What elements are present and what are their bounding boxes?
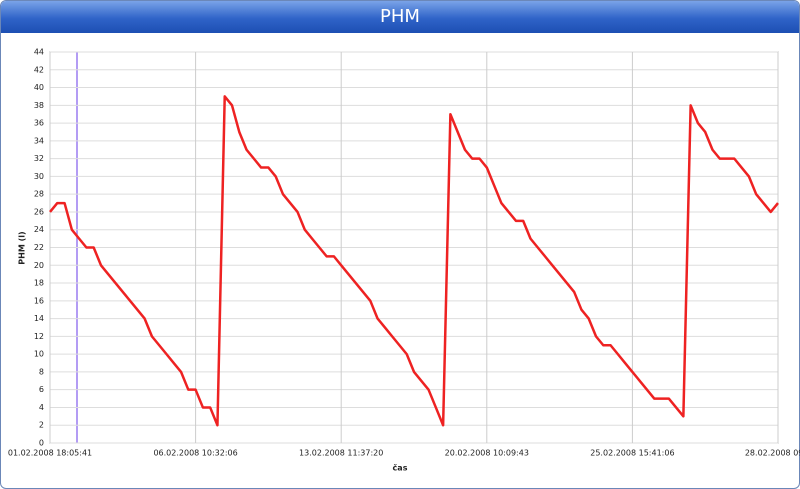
y-tick-label: 10 xyxy=(34,350,44,359)
y-tick-label: 32 xyxy=(34,154,44,163)
y-tick-label: 0 xyxy=(39,439,44,448)
x-tick-label: 13.02.2008 11:37:20 xyxy=(299,449,383,458)
y-tick-label: 22 xyxy=(34,243,44,252)
y-tick-label: 2 xyxy=(39,421,44,430)
x-axis-label: čas xyxy=(393,463,408,473)
y-tick-label: 40 xyxy=(34,83,44,92)
y-tick-label: 28 xyxy=(34,190,44,199)
y-tick-label: 44 xyxy=(34,48,44,57)
y-tick-label: 36 xyxy=(34,119,44,128)
y-axis-label: PHM (l) xyxy=(18,231,27,264)
x-tick-label: 20.02.2008 10:09:43 xyxy=(445,449,529,458)
y-tick-label: 30 xyxy=(34,172,44,181)
title-bar: PHM xyxy=(1,1,799,33)
data-line xyxy=(49,95,779,427)
y-tick-label: 42 xyxy=(34,65,44,74)
y-tick-label: 12 xyxy=(34,332,44,341)
y-tick-label: 38 xyxy=(34,101,44,110)
x-tick-label: 06.02.2008 10:32:06 xyxy=(153,449,237,458)
y-tick-label: 14 xyxy=(34,314,44,323)
y-tick-label: 20 xyxy=(34,261,44,270)
x-tick-label: 01.02.2008 18:05:41 xyxy=(8,449,92,458)
y-tick-label: 6 xyxy=(39,385,44,394)
y-tick-label: 26 xyxy=(34,207,44,216)
x-tick-label: 28.02.2008 09:3 xyxy=(745,449,800,458)
y-tick-label: 34 xyxy=(34,136,44,145)
y-tick-label: 8 xyxy=(39,367,44,376)
y-tick-label: 4 xyxy=(39,403,44,412)
y-tick-label: 24 xyxy=(34,225,44,234)
x-tick-label: 25.02.2008 15:41:06 xyxy=(590,449,674,458)
y-tick-label: 16 xyxy=(34,296,44,305)
y-tick-label: 18 xyxy=(34,279,44,288)
